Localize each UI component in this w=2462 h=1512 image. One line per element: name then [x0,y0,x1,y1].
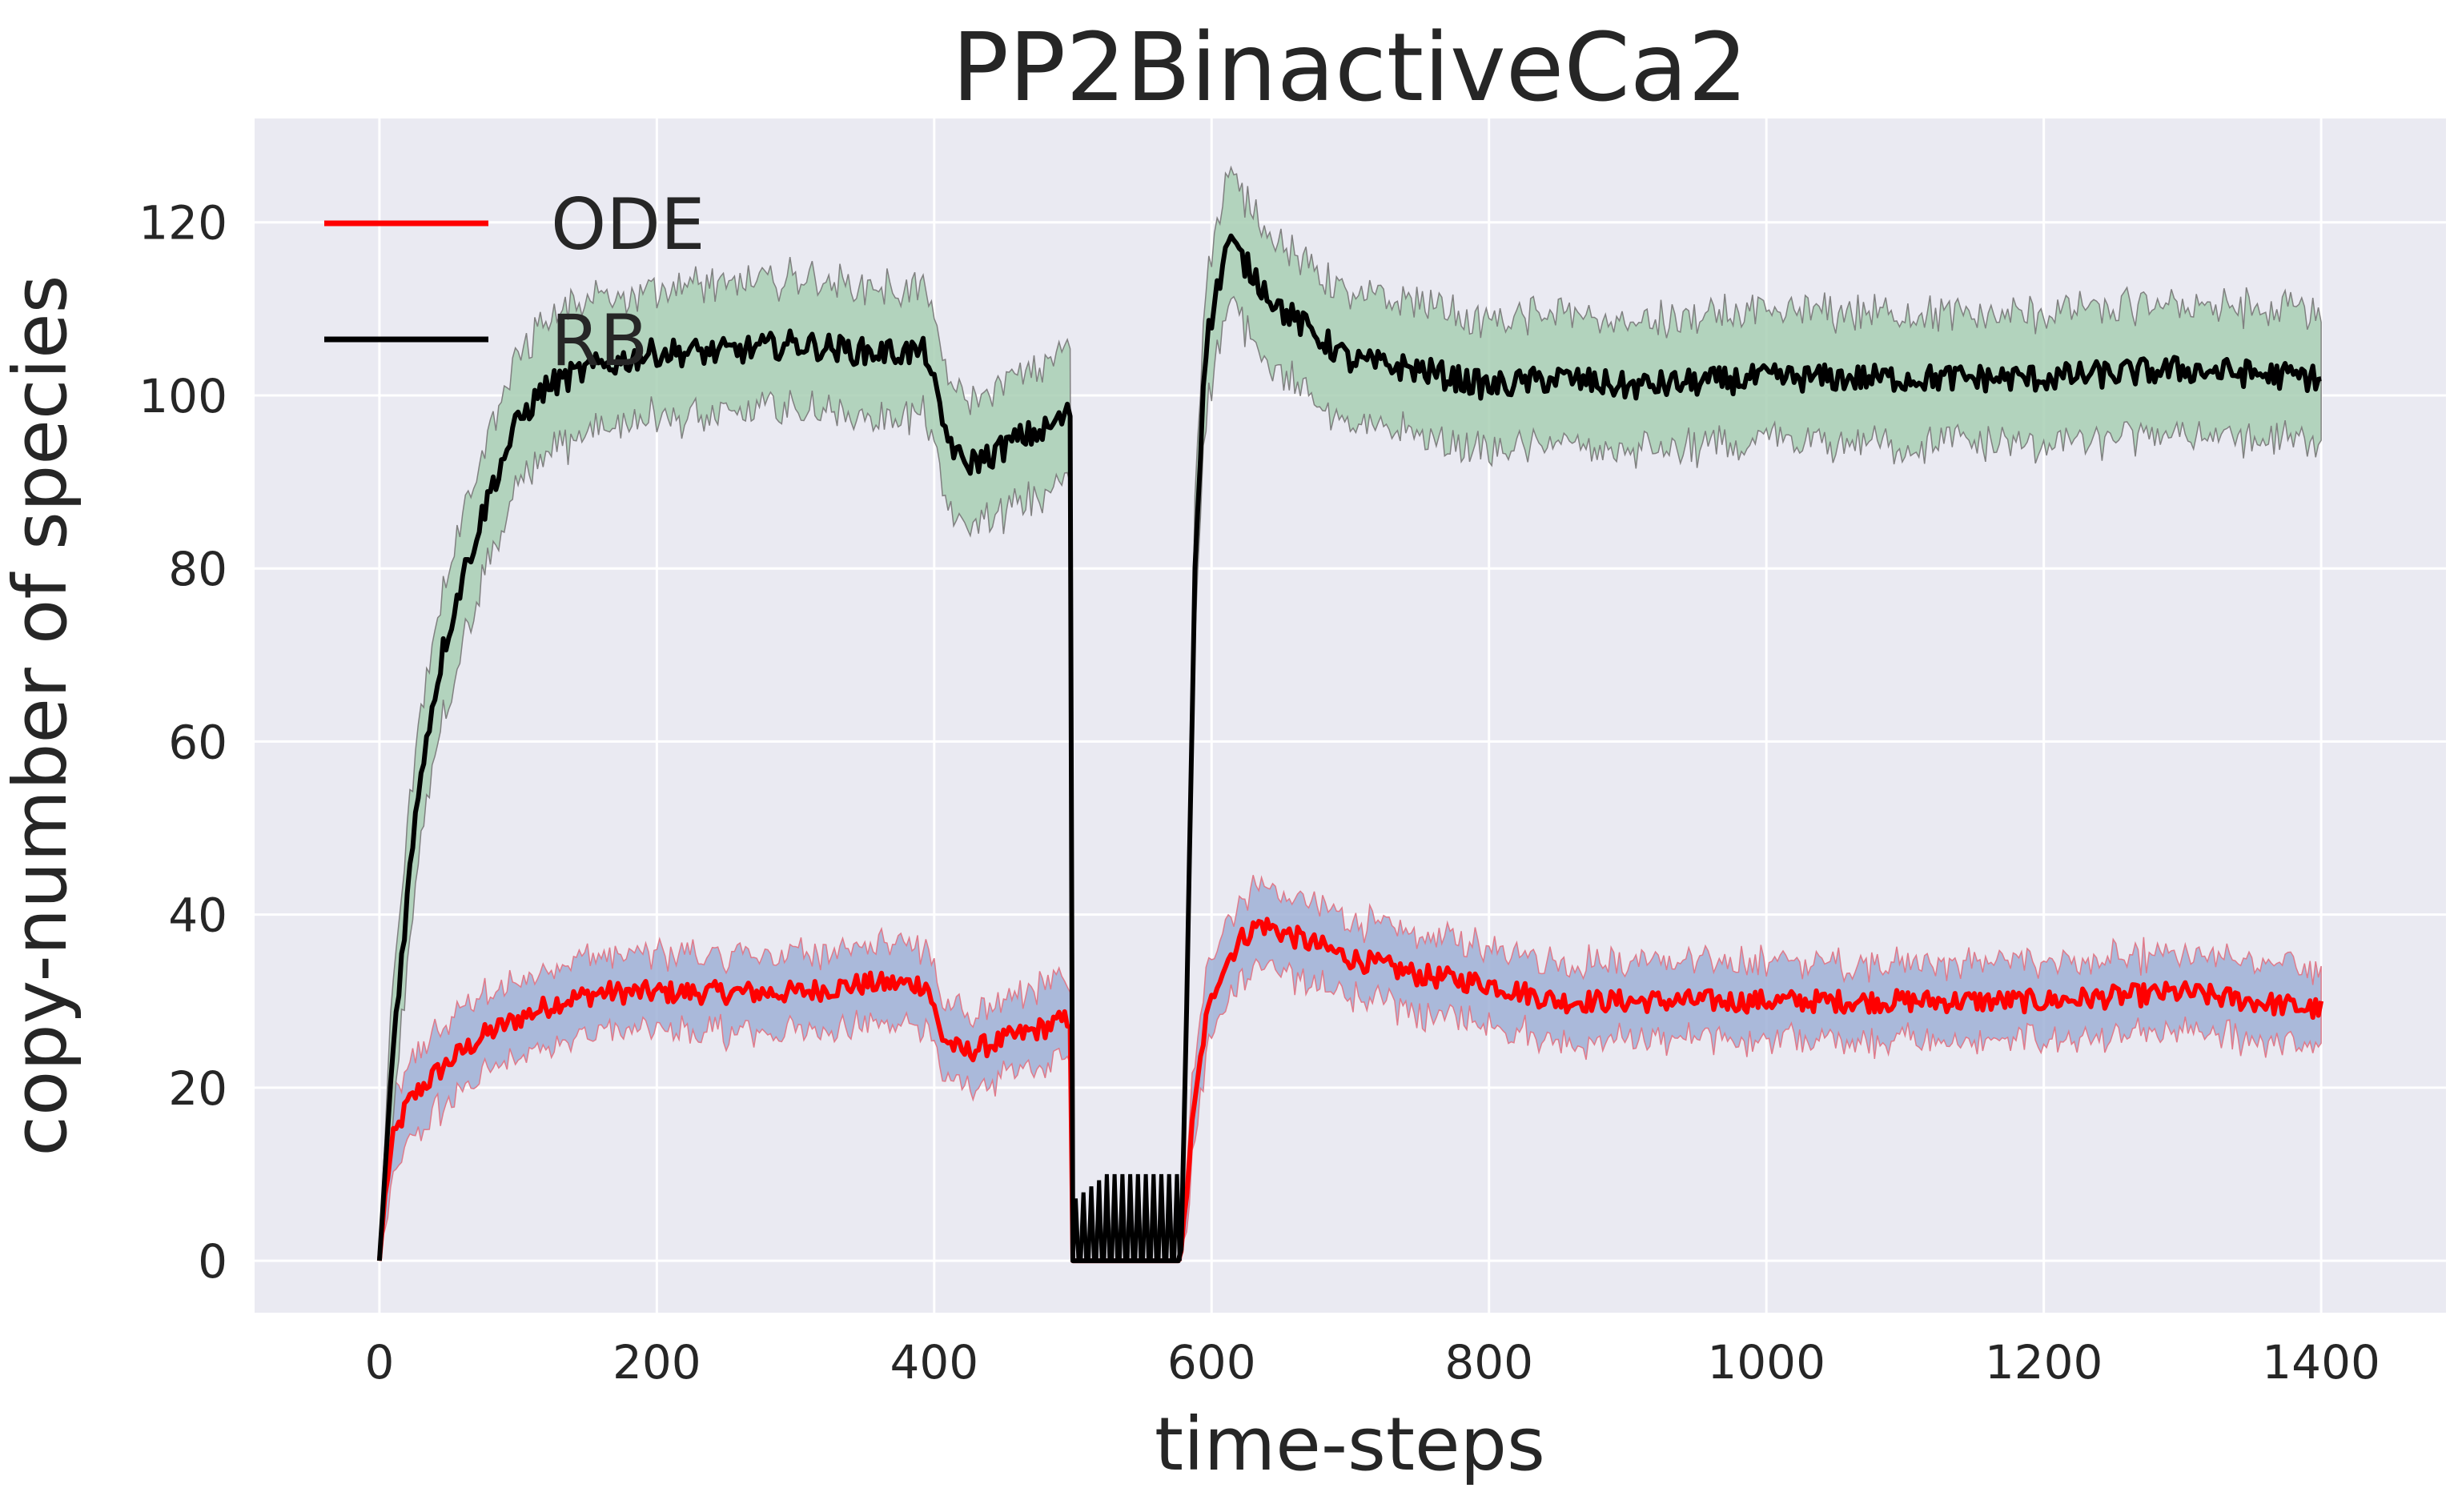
rb-spike [1133,1173,1143,1261]
y-tick-label: 40 [168,888,227,943]
rb-spike [1148,1173,1159,1261]
y-tick-label: 60 [168,715,227,769]
line-ode [376,916,2324,1264]
line-rb [376,233,2322,1264]
x-tick-label: 600 [1167,1335,1256,1390]
x-tick-label: 1000 [1707,1335,1825,1390]
rb-spike [1094,1180,1104,1261]
legend: ODE RB [324,183,705,382]
rb-spike [1070,1198,1081,1261]
band-rb [379,165,2322,1261]
y-tick-label: 80 [168,542,227,596]
x-tick-label: 200 [612,1335,701,1390]
legend-label-rb: RB [551,299,649,382]
y-tick-label: 100 [139,369,227,423]
y-tick-labels: 0 20 40 60 80 100 120 [139,196,227,1289]
y-tick-label: 0 [198,1234,227,1289]
plot-background [255,118,2446,1313]
x-tick-label: 1200 [1985,1335,2103,1390]
y-axis-label: copy-number of species [0,275,83,1156]
rb-spike [1156,1173,1167,1261]
rb-spike [1078,1192,1089,1261]
x-axis-label: time-steps [1155,1402,1545,1487]
legend-label-ode: ODE [551,183,705,266]
x-tick-label: 0 [364,1335,394,1390]
rb-spike [1102,1173,1112,1261]
y-tick-label: 120 [139,196,227,251]
y-tick-label: 20 [168,1061,227,1116]
x-tick-labels: 0 200 400 600 800 1000 1200 1400 [364,1335,2380,1390]
series-lines [376,233,2324,1264]
rb-spike [1164,1173,1175,1261]
x-tick-label: 1400 [2262,1335,2380,1390]
rb-spike [1141,1173,1151,1261]
x-tick-label: 800 [1444,1335,1533,1390]
chart-title: PP2BinactiveCa2 [952,12,1748,122]
rb-spike [1117,1173,1127,1261]
rb-spike [1172,1173,1182,1261]
rb-spike [1125,1173,1135,1261]
rb-spike [1086,1186,1096,1261]
x-tick-label: 400 [890,1335,978,1390]
rb-spike [1110,1173,1120,1261]
